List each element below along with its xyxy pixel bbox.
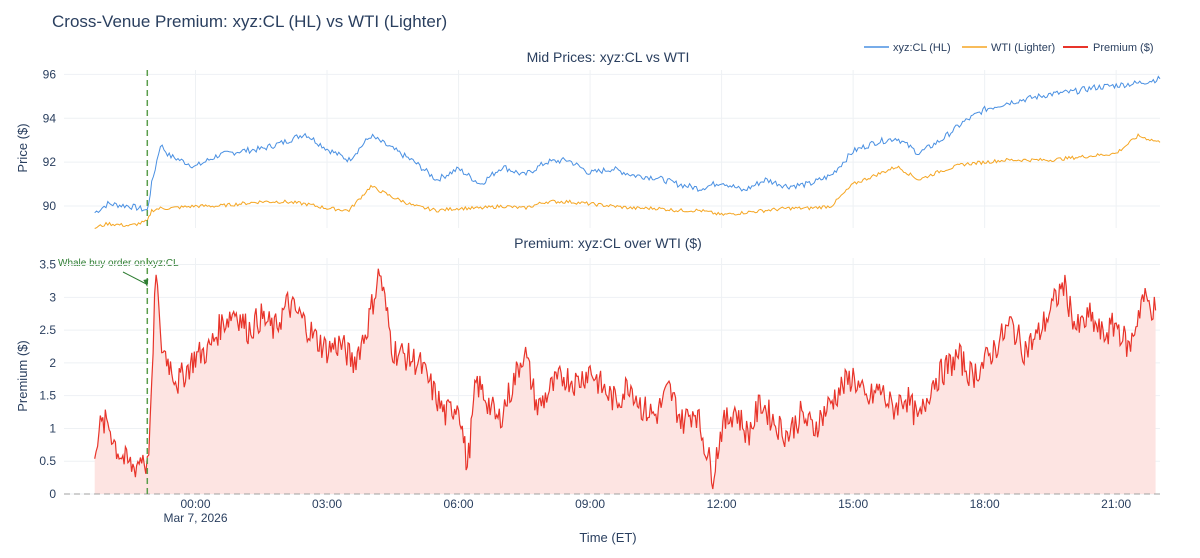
legend-item-premium[interactable]: Premium ($) [1063,42,1154,54]
y-tick-label: 3 [49,290,56,304]
x-tick-label: 21:00 [1101,497,1131,511]
legend-label-hl: xyz:CL (HL) [893,42,951,54]
annotation-arrowhead [143,279,149,287]
x-tick-label: 09:00 [575,497,605,511]
figure-title: Cross-Venue Premium: xyz:CL (HL) vs WTI … [52,12,447,31]
hl-price-line [94,75,1161,214]
x-tick-sublabel: Mar 7, 2026 [163,511,227,525]
y-tick-label: 2 [49,356,56,370]
x-tick-label: 03:00 [312,497,342,511]
x-tick-label: 18:00 [970,497,1000,511]
bottom-y-axis-title: Premium ($) [15,340,30,412]
annotation-arrow [122,271,147,285]
y-tick-label: 92 [43,155,57,169]
premium-line [94,268,1157,490]
y-tick-label: 0 [49,487,56,501]
annotation-label: Whale buy order on xyz:CL [58,258,179,269]
y-tick-label: 2.5 [39,323,56,337]
legend-item-hl[interactable]: xyz:CL (HL) [864,42,951,54]
wti-price-line [94,133,1161,229]
legend-label-premium: Premium ($) [1093,42,1154,54]
y-tick-label: 3.5 [39,258,56,272]
x-tick-label: 06:00 [444,497,474,511]
x-tick-label: 00:00 [181,497,211,511]
legend-label-wti: WTI (Lighter) [991,42,1055,54]
y-tick-label: 96 [43,67,57,81]
y-tick-label: 90 [43,199,57,213]
x-axis-title: Time (ET) [579,530,636,545]
x-tick-label: 12:00 [707,497,737,511]
y-tick-label: 1 [49,421,56,435]
premium-area-fill [94,268,1156,494]
legend-item-wti[interactable]: WTI (Lighter) [962,42,1055,54]
y-tick-label: 94 [43,111,57,125]
legend[interactable]: xyz:CL (HL) WTI (Lighter) Premium ($) [864,42,1154,54]
top-subplot: 90 92 94 96 [43,67,1161,229]
y-tick-label: 1.5 [39,389,56,403]
top-subplot-title: Mid Prices: xyz:CL vs WTI [527,49,690,65]
bottom-subplot-title: Premium: xyz:CL over WTI ($) [514,235,702,251]
top-y-axis-title: Price ($) [15,123,30,172]
x-tick-label: 15:00 [838,497,868,511]
y-tick-label: 0.5 [39,454,56,468]
